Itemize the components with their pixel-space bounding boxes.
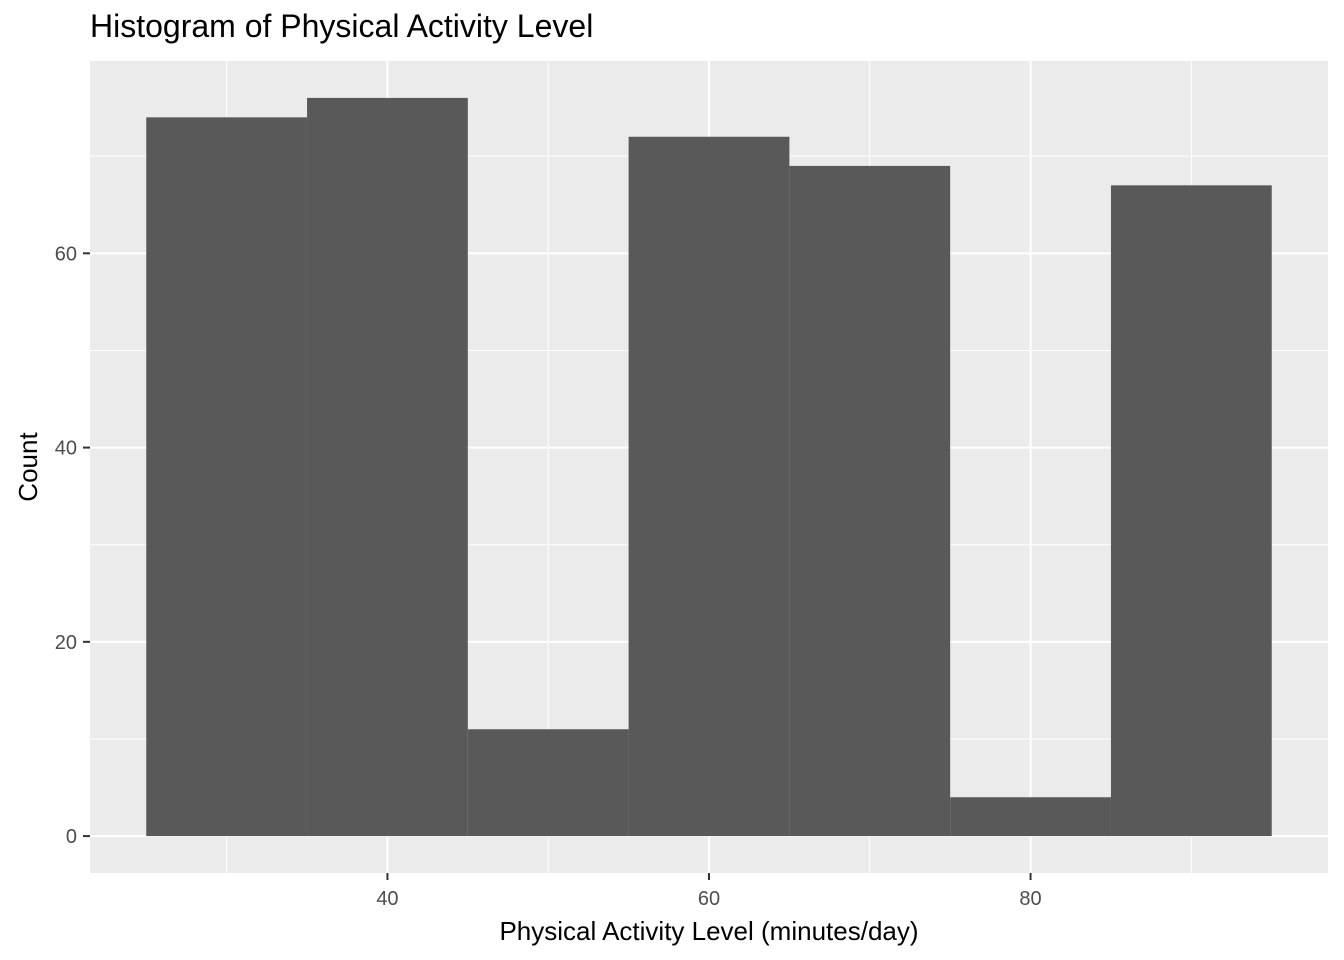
histogram-bar [467,729,629,837]
y-tick-label: 40 [55,438,77,460]
x-axis-title: Physical Activity Level (minutes/day) [499,916,918,946]
x-tick-label: 40 [376,888,398,910]
histogram-bars [146,97,1272,837]
histogram-bar [146,117,308,837]
histogram-bar [1110,185,1272,837]
histogram-bar [307,97,468,837]
y-tick-label: 0 [66,826,77,848]
y-tick-label: 60 [55,243,77,265]
x-tick-label: 60 [698,888,720,910]
y-tick-label: 20 [55,632,77,654]
histogram-bar [789,165,951,837]
histogram-bar [950,797,1111,837]
x-tick-label: 80 [1019,888,1041,910]
axis-tick-labels: 40 60 80 0 20 40 60 [55,243,1042,910]
y-axis-title: Count [13,432,43,502]
axis-ticks [83,252,1032,880]
histogram-bar [628,136,790,837]
chart-title: Histogram of Physical Activity Level [90,8,594,44]
